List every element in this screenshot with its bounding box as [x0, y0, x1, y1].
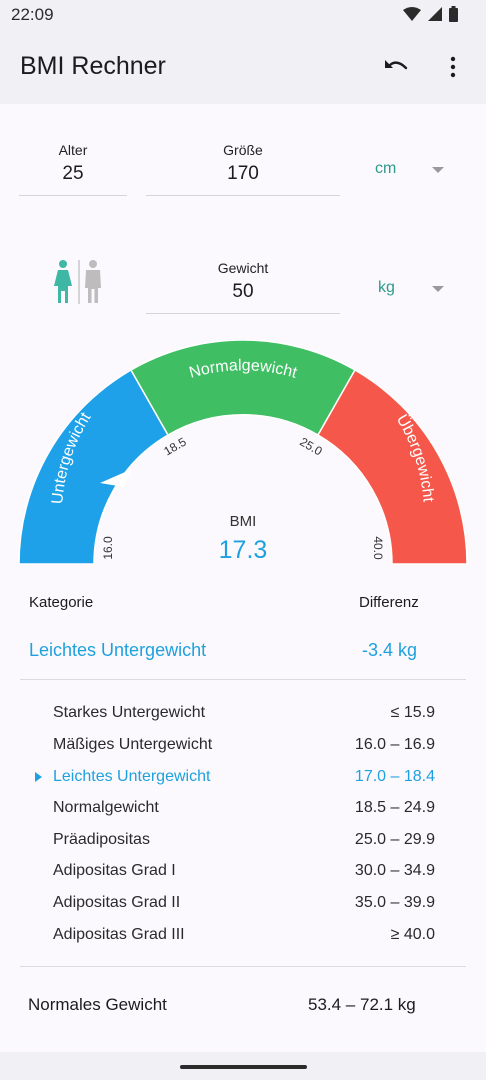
- category-range: 30.0 – 34.9: [354, 862, 435, 879]
- gauge-zone-normal: [129, 340, 357, 437]
- weight-unit-value: kg: [378, 279, 395, 296]
- gender-icons: [54, 260, 101, 304]
- status-icons: [403, 6, 458, 22]
- status-time: 22:09: [11, 5, 54, 24]
- normal-weight-value: 53.4 – 72.1 kg: [308, 995, 416, 1014]
- category-range: 18.5 – 24.9: [354, 799, 435, 816]
- category-name: Leichtes Untergewicht: [53, 768, 211, 785]
- wifi-icon: [403, 7, 421, 21]
- category-name: Adipositas Grad II: [53, 894, 181, 911]
- more-vert-icon: [450, 56, 456, 78]
- table-row: Mäßiges Untergewicht 16.0 – 16.9: [0, 736, 486, 768]
- category-name: Präadipositas: [53, 831, 150, 848]
- category-name: Adipositas Grad III: [53, 926, 185, 943]
- category-range: 35.0 – 39.9: [354, 894, 435, 911]
- app-bar: BMI Rechner: [0, 30, 486, 104]
- height-input[interactable]: [146, 163, 340, 185]
- navigation-bar: [0, 1052, 486, 1080]
- height-field[interactable]: Größe: [146, 142, 340, 196]
- category-name: Mäßiges Untergewicht: [53, 736, 213, 753]
- category-name: Normalgewicht: [53, 799, 159, 816]
- gauge-zone-underweight: [18, 368, 170, 565]
- tick-label-40: 40.0: [371, 536, 385, 560]
- bmi-value: 17.3: [219, 536, 268, 564]
- weight-label: Gewicht: [217, 260, 269, 276]
- divider-bottom: [20, 966, 466, 967]
- more-options-button[interactable]: [440, 52, 466, 84]
- female-icon[interactable]: [54, 260, 72, 303]
- play-arrow-icon: [35, 772, 42, 782]
- age-field[interactable]: Alter: [19, 142, 127, 196]
- height-label: Größe: [223, 142, 263, 158]
- age-underline: [19, 195, 127, 196]
- battery-icon: [449, 6, 458, 22]
- difference-header: Differenz: [359, 594, 419, 611]
- bmi-label: BMI: [230, 513, 257, 530]
- category-range: 16.0 – 16.9: [354, 736, 435, 753]
- age-input[interactable]: [19, 163, 127, 185]
- home-gesture-handle[interactable]: [180, 1065, 307, 1069]
- undo-icon: [385, 60, 408, 70]
- male-icon[interactable]: [85, 260, 101, 303]
- category-range: 25.0 – 29.9: [354, 831, 435, 848]
- table-row: Adipositas Grad III ≥ 40.0: [0, 926, 486, 958]
- tick-label-16: 16.0: [101, 536, 115, 560]
- table-row-active: Leichtes Untergewicht 17.0 – 18.4: [0, 768, 486, 800]
- normal-weight-label: Normales Gewicht: [28, 995, 167, 1014]
- bmi-gauge: Untergewicht Normalgewicht Übergewicht 1…: [18, 340, 468, 565]
- signal-icon: [428, 7, 442, 21]
- category-range: 17.0 – 18.4: [354, 768, 435, 785]
- weight-input[interactable]: [146, 281, 340, 303]
- undo-button[interactable]: [380, 52, 412, 84]
- category-range: ≤ 15.9: [390, 704, 435, 721]
- divider-top: [20, 679, 466, 680]
- tick-label-25: 25.0: [297, 435, 325, 459]
- current-category: Leichtes Untergewicht: [29, 640, 207, 660]
- gauge-needle: [100, 469, 132, 487]
- tick-label-18-5: 18.5: [161, 434, 189, 458]
- weight-field[interactable]: Gewicht: [146, 260, 340, 314]
- category-range: ≥ 40.0: [390, 926, 435, 943]
- height-underline: [146, 195, 340, 196]
- chevron-down-icon: [432, 167, 444, 173]
- height-unit-select[interactable]: cm: [375, 160, 447, 182]
- category-name: Starkes Untergewicht: [53, 704, 206, 721]
- table-row: Präadipositas 25.0 – 29.9: [0, 831, 486, 863]
- weight-unit-select[interactable]: kg: [378, 279, 447, 301]
- current-difference: -3.4 kg: [362, 640, 418, 660]
- status-bar: 22:09: [0, 0, 486, 30]
- chevron-down-icon: [432, 286, 444, 292]
- table-row: Starkes Untergewicht ≤ 15.9: [0, 704, 486, 736]
- height-unit-value: cm: [375, 160, 397, 177]
- weight-underline: [146, 313, 340, 314]
- table-row: Adipositas Grad II 35.0 – 39.9: [0, 894, 486, 926]
- table-row: Adipositas Grad I 30.0 – 34.9: [0, 862, 486, 894]
- app-title: BMI Rechner: [20, 52, 166, 80]
- gender-toggle[interactable]: [52, 258, 106, 308]
- age-label: Alter: [58, 142, 88, 158]
- category-header: Kategorie: [29, 594, 94, 611]
- table-row: Normalgewicht 18.5 – 24.9: [0, 799, 486, 831]
- gauge-zone-overweight: [316, 368, 468, 565]
- category-name: Adipositas Grad I: [53, 862, 176, 879]
